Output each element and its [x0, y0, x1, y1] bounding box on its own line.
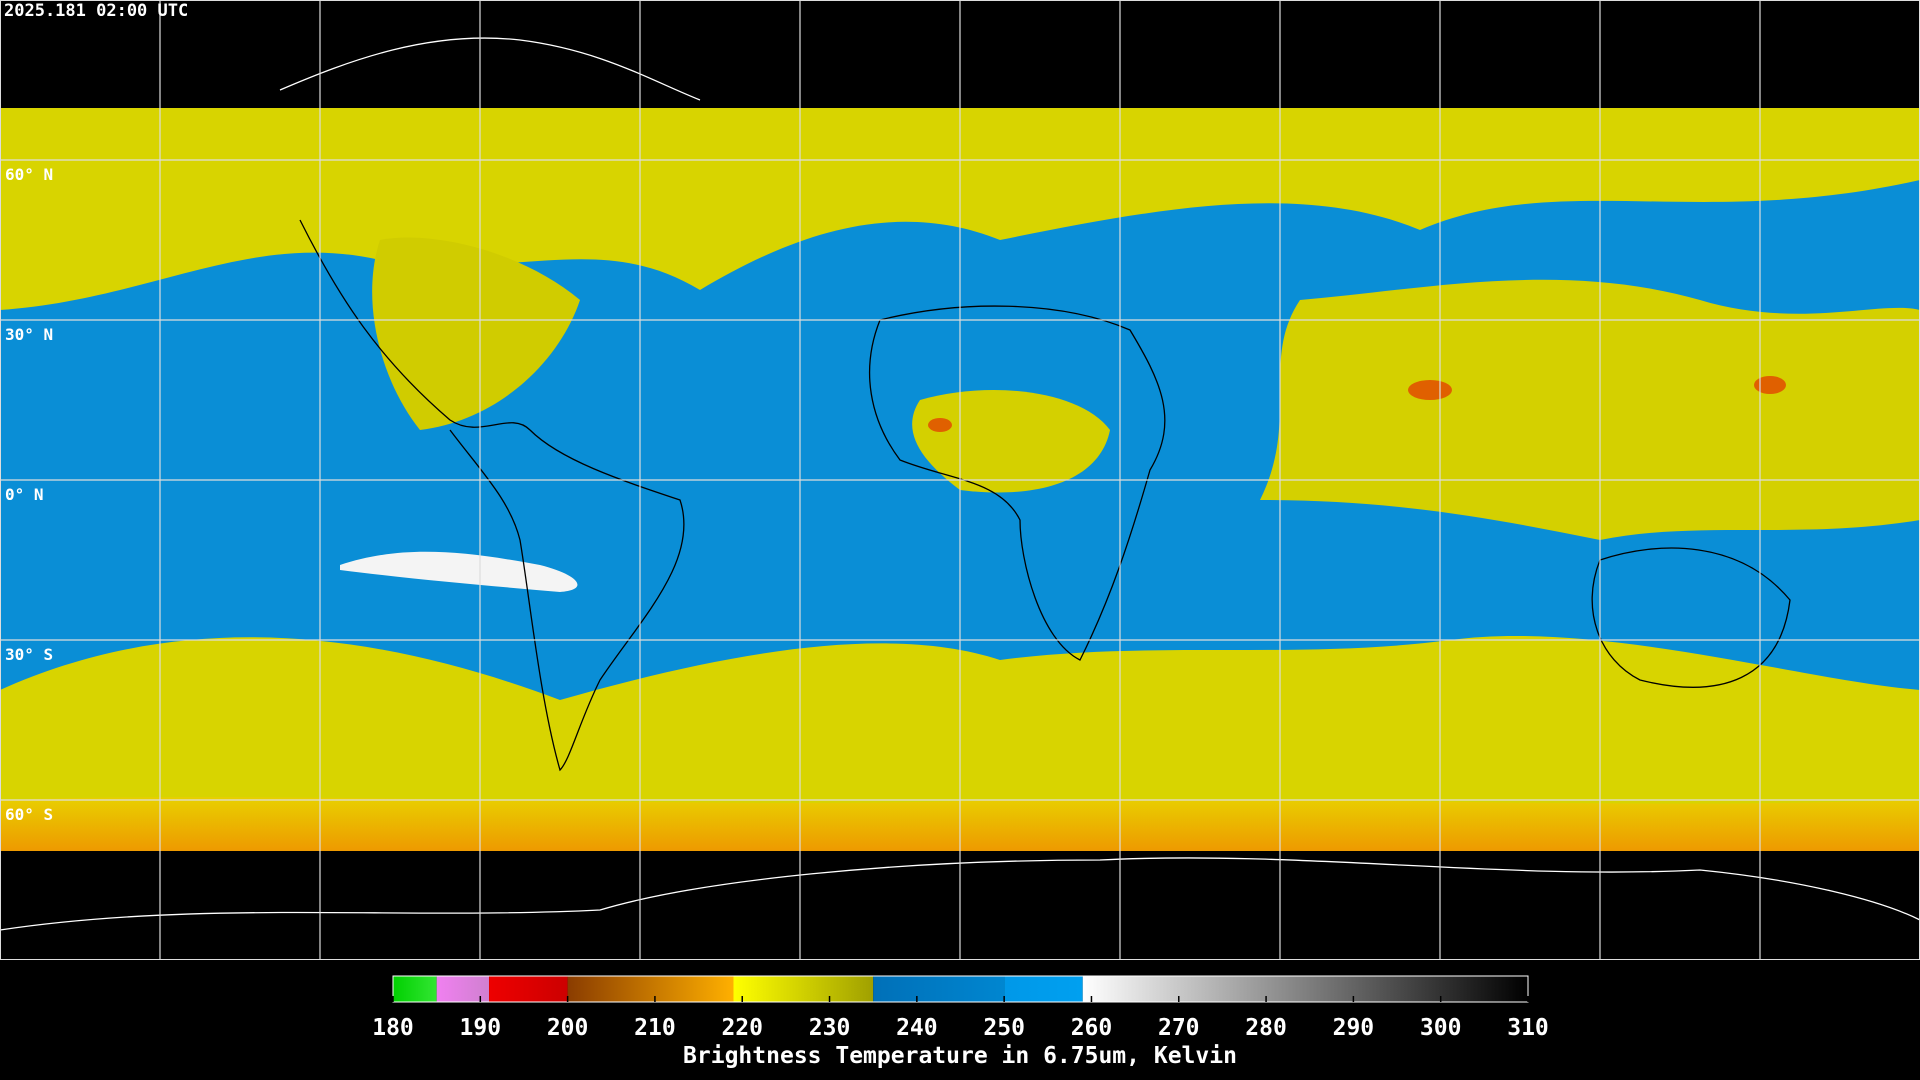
lat-label: 60° S [5, 805, 53, 824]
polar-outlines [0, 37, 1920, 931]
colorbar: 180 190 200 210 220 230 240 250 260 270 280 290 300 3… [372, 975, 1549, 1041]
colorbar-tick-label: 290 [1333, 1015, 1375, 1041]
coastline [299, 219, 685, 772]
dry-region [340, 551, 578, 592]
colorbar-segment [733, 976, 874, 1002]
colorbar-tick-label: 250 [983, 1015, 1025, 1041]
lat-label: 60° N [5, 165, 53, 184]
colorbar-tick-label: 260 [1071, 1015, 1113, 1041]
colorbar-segment [567, 976, 734, 1002]
colorbar-tick-label: 190 [460, 1015, 502, 1041]
coastlines [299, 219, 1791, 772]
colorbar-segment [1082, 976, 1528, 1002]
hot-spot [1408, 380, 1452, 400]
hot-spot [928, 418, 952, 432]
america-convection [372, 237, 580, 430]
coastline [1591, 547, 1791, 688]
colorbar-tick-label: 280 [1245, 1015, 1287, 1041]
colorbar-segment [873, 976, 1005, 1002]
hot-spot [1754, 376, 1786, 394]
lat-label: 30° S [5, 645, 53, 664]
lat-labels: 60° N 30° N 0° N 30° S 60° S [5, 165, 53, 824]
graticule [0, 0, 1920, 960]
colorbar-tick-label: 200 [547, 1015, 589, 1041]
asia-convection [1260, 279, 1920, 540]
colorbar-tick-label: 270 [1158, 1015, 1200, 1041]
timestamp: 2025.181 02:00 UTC [4, 1, 188, 21]
colorbar-segment [1004, 976, 1083, 1002]
colorbar-tick-label: 300 [1420, 1015, 1462, 1041]
colorbar-frame [392, 975, 1529, 1003]
colorbar-tick-label: 240 [896, 1015, 938, 1041]
colorbar-tick-label: 180 [372, 1015, 414, 1041]
colorbar-segment [436, 976, 490, 1002]
colorbar-tick-label: 230 [809, 1015, 851, 1041]
colorbar-segment [489, 976, 568, 1002]
colorbar-segment [393, 976, 437, 1002]
antarctica-outline [0, 857, 1920, 931]
colorbar-tick-label: 310 [1507, 1015, 1549, 1041]
colorbar-tick-label: 220 [721, 1015, 763, 1041]
africa-convection [912, 390, 1110, 493]
lat-label: 0° N [5, 485, 44, 504]
greenland-outline [279, 37, 701, 101]
lat-label: 30° N [5, 325, 53, 344]
coastline [869, 305, 1166, 661]
colorbar-tick-label: 210 [634, 1015, 676, 1041]
colorbar-title: Brightness Temperature in 6.75um, Kelvin [683, 1043, 1237, 1069]
